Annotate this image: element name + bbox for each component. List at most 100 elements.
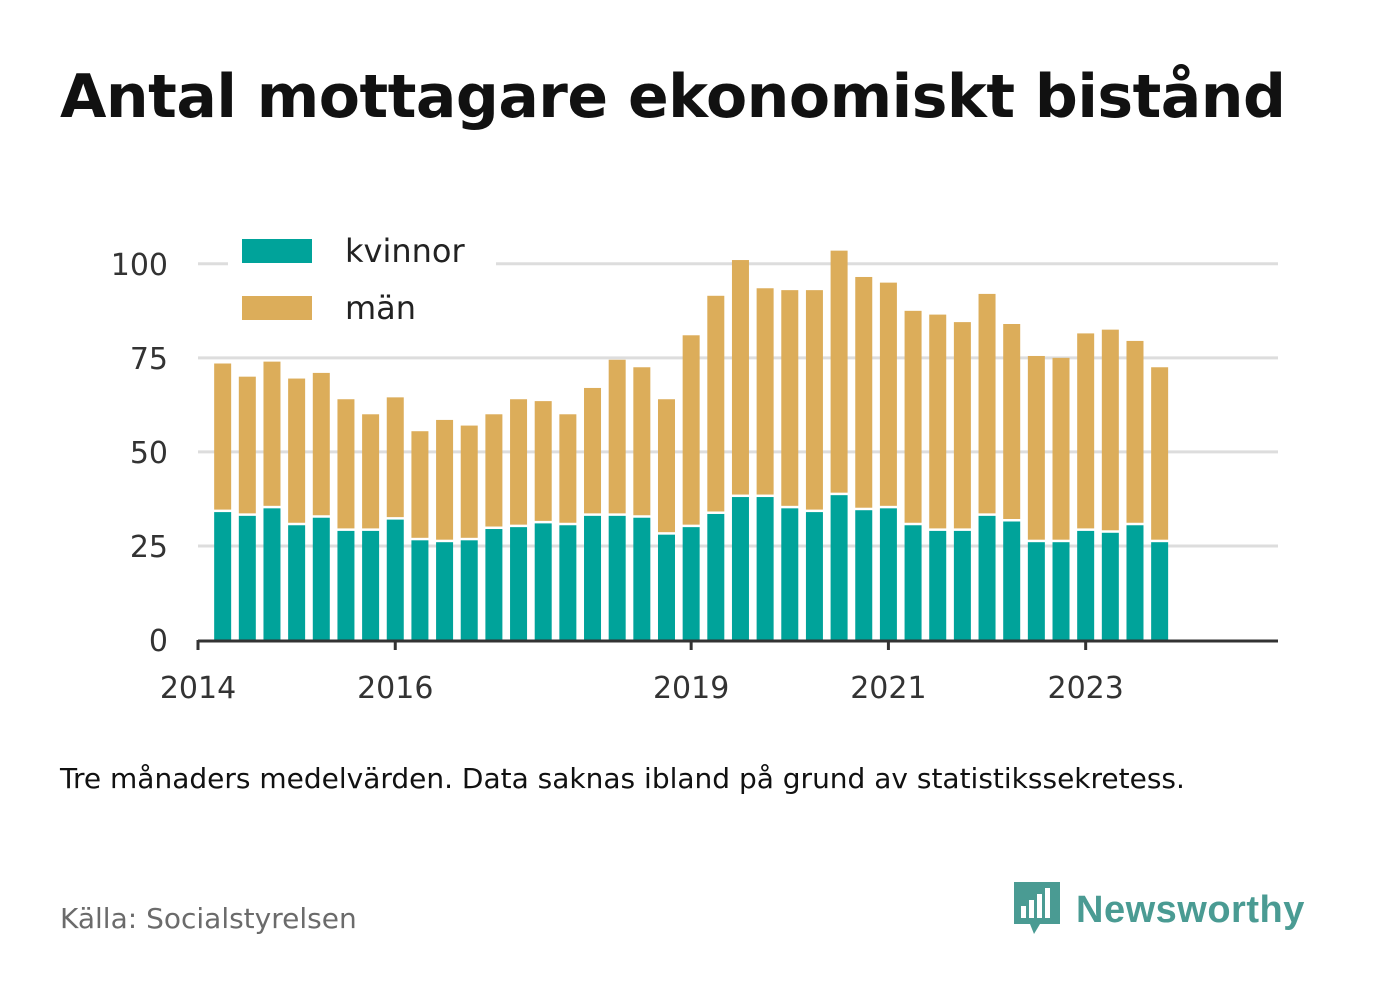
source-note: Källa: Socialstyrelsen <box>60 902 357 935</box>
bar-man <box>805 290 823 510</box>
bar-man <box>1027 355 1045 540</box>
bar-man <box>929 314 947 529</box>
bar-kvinnor <box>584 515 602 640</box>
bar-kvinnor <box>879 508 897 640</box>
bar-kvinnor <box>485 529 503 640</box>
y-tick-label: 50 <box>130 436 168 471</box>
bar-man <box>263 361 281 506</box>
bar-kvinnor <box>855 510 873 640</box>
bar-kvinnor <box>1101 532 1119 640</box>
bar-man <box>559 414 577 523</box>
bar-man <box>312 372 330 516</box>
legend-label-kvinnor: kvinnor <box>345 232 466 270</box>
bar-man <box>584 387 602 514</box>
bar-man <box>879 282 897 506</box>
bar-man <box>682 335 700 525</box>
bar-man <box>953 322 971 529</box>
bar-kvinnor <box>707 513 725 640</box>
bar-man <box>1101 329 1119 531</box>
bar-kvinnor <box>238 515 256 640</box>
bar-man <box>485 414 503 527</box>
bar-kvinnor <box>510 527 528 640</box>
bar-kvinnor <box>1126 525 1144 640</box>
axes: 0 25 50 75 100 2014 2016 2019 2021 2023 <box>111 248 1278 706</box>
bar-man <box>1003 324 1021 519</box>
chart-title: Antal mottagare ekonomiskt bistånd <box>60 62 1286 132</box>
bar-kvinnor <box>633 517 651 640</box>
bar-man <box>411 431 429 538</box>
legend: kvinnor män <box>228 225 496 335</box>
brand-name: Newsworthy <box>1076 888 1305 931</box>
legend-swatch-kvinnor <box>242 239 312 263</box>
bar-man <box>386 397 404 518</box>
bar-kvinnor <box>904 525 922 640</box>
legend-label-man: män <box>345 289 416 327</box>
bar-man <box>1126 340 1144 523</box>
bar-chart-speech-bubble-icon <box>1010 878 1064 942</box>
bar-man <box>238 376 256 514</box>
bar-kvinnor <box>559 525 577 640</box>
bar-kvinnor <box>362 530 380 640</box>
bar-kvinnor <box>1003 521 1021 640</box>
bar-man <box>460 425 478 538</box>
bar-kvinnor <box>288 525 306 640</box>
bar-kvinnor <box>953 530 971 640</box>
bar-man <box>1151 367 1169 540</box>
bar-kvinnor <box>460 540 478 640</box>
bar-kvinnor <box>214 512 232 640</box>
bar-man <box>288 378 306 523</box>
x-tick-label: 2021 <box>850 671 926 706</box>
y-tick-label: 75 <box>130 342 168 377</box>
bars <box>214 250 1169 640</box>
bar-kvinnor <box>312 517 330 640</box>
x-tick-label: 2023 <box>1047 671 1123 706</box>
bar-man <box>510 399 528 525</box>
bar-kvinnor <box>756 497 774 640</box>
chart-caption: Tre månaders medelvärden. Data saknas ib… <box>60 762 1185 795</box>
legend-swatch-man <box>242 296 312 320</box>
stacked-bar-chart: 0 25 50 75 100 2014 2016 2019 2021 2023 kvinnor m… <box>110 225 1278 706</box>
bar-man <box>657 399 675 533</box>
y-tick-label: 0 <box>149 624 168 659</box>
x-tick-label: 2016 <box>357 671 433 706</box>
bar-man <box>756 288 774 495</box>
bar-man <box>436 419 454 540</box>
bar-man <box>534 401 552 521</box>
x-tick-label: 2019 <box>653 671 729 706</box>
bar-man <box>904 310 922 523</box>
bar-kvinnor <box>1027 542 1045 640</box>
bar-man <box>978 293 996 514</box>
y-tick-label: 100 <box>111 248 168 283</box>
bar-kvinnor <box>608 515 626 640</box>
bar-man <box>214 363 232 510</box>
bar-man <box>608 359 626 514</box>
bar-kvinnor <box>263 508 281 640</box>
bar-man <box>781 290 799 506</box>
bar-kvinnor <box>978 515 996 640</box>
bar-man <box>1077 333 1095 529</box>
bar-kvinnor <box>436 542 454 640</box>
bar-man <box>855 276 873 508</box>
bar-man <box>337 399 355 529</box>
bar-kvinnor <box>929 530 947 640</box>
y-tick-label: 25 <box>130 530 168 565</box>
bar-man <box>830 250 848 493</box>
bar-kvinnor <box>337 530 355 640</box>
bar-kvinnor <box>534 523 552 640</box>
bar-man <box>707 295 725 512</box>
bar-kvinnor <box>411 540 429 640</box>
brand-logo: Newsworthy <box>1010 878 1305 942</box>
bar-kvinnor <box>682 527 700 640</box>
bar-kvinnor <box>1077 530 1095 640</box>
bar-kvinnor <box>657 534 675 640</box>
bar-man <box>633 367 651 516</box>
bar-kvinnor <box>1151 542 1169 640</box>
bar-man <box>1052 357 1070 540</box>
bar-kvinnor <box>731 497 749 640</box>
bar-kvinnor <box>805 512 823 640</box>
bar-man <box>731 260 749 495</box>
x-tick-label: 2014 <box>160 671 236 706</box>
bar-man <box>362 414 380 529</box>
bar-kvinnor <box>781 508 799 640</box>
bar-kvinnor <box>386 519 404 640</box>
